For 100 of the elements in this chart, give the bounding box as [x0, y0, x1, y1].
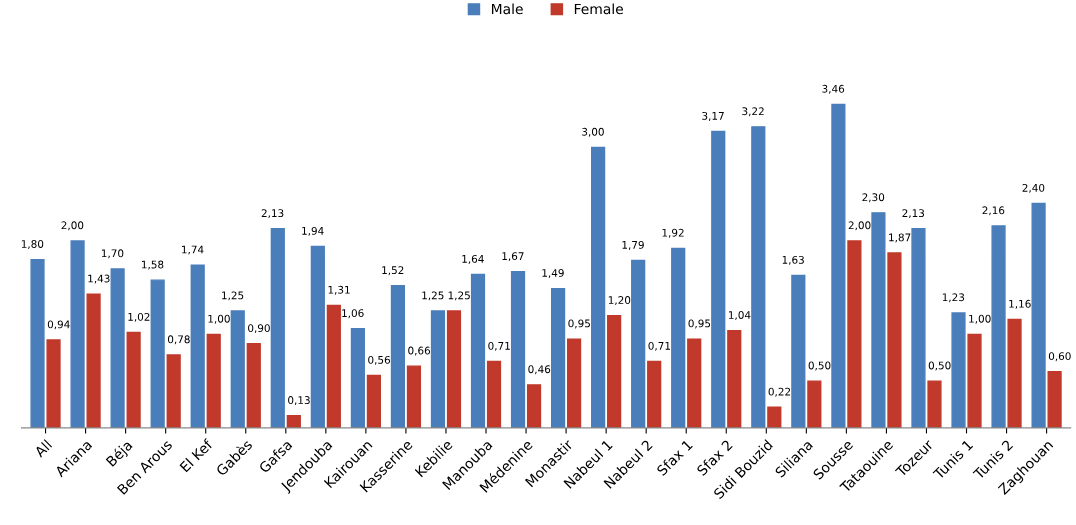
bar	[631, 259, 646, 428]
bar	[847, 240, 862, 428]
bar	[86, 293, 101, 428]
bar	[166, 354, 181, 428]
bar	[430, 310, 446, 428]
data-label: 0,13	[288, 396, 310, 406]
data-label: 2,30	[862, 193, 885, 203]
data-label: 0,60	[1048, 352, 1071, 362]
bar	[206, 333, 221, 428]
bar	[190, 264, 205, 428]
data-label: 0,46	[528, 365, 551, 375]
bar	[1007, 318, 1022, 428]
data-label: 1,25	[222, 291, 244, 301]
data-label: 2,40	[1022, 183, 1045, 193]
bar	[791, 274, 806, 428]
data-label: 1,79	[622, 240, 644, 250]
bar	[687, 338, 702, 428]
bar	[767, 406, 782, 428]
bar	[326, 304, 341, 428]
bar	[510, 271, 526, 428]
bar	[671, 247, 686, 428]
bar	[951, 312, 966, 428]
data-label: 3,46	[822, 84, 845, 94]
bar	[126, 331, 141, 428]
bar	[310, 245, 325, 428]
bar	[831, 103, 846, 428]
bar	[246, 343, 261, 428]
data-label: 0,22	[768, 387, 791, 397]
bar	[446, 310, 462, 428]
bar	[286, 415, 301, 428]
data-label: 1,43	[88, 274, 110, 284]
data-label: 1,20	[608, 296, 631, 306]
data-label: 1,70	[101, 249, 124, 259]
data-label: 0,66	[408, 346, 431, 356]
data-label: 1,80	[21, 240, 44, 249]
bar	[591, 146, 606, 428]
data-label: 0,71	[488, 341, 510, 351]
bar	[991, 225, 1006, 428]
data-label: 2,00	[61, 221, 84, 231]
bar	[550, 287, 566, 428]
data-label: 0,95	[688, 319, 711, 329]
data-label: 0,78	[167, 335, 190, 345]
data-label: 1,16	[1009, 299, 1031, 309]
bar	[110, 268, 125, 428]
data-label: 2,13	[902, 209, 925, 219]
bar	[30, 258, 45, 428]
legend-label: Male	[491, 3, 523, 15]
x-tick-label: El Kef	[179, 438, 214, 473]
data-label: 1,00	[969, 314, 991, 324]
data-label: 1,94	[302, 226, 324, 236]
data-label: 1,49	[542, 268, 564, 278]
bar	[871, 212, 886, 428]
bar	[46, 339, 61, 428]
bar	[911, 228, 926, 428]
data-label: 2,13	[261, 209, 284, 219]
bar	[486, 360, 502, 428]
bar	[350, 328, 365, 428]
x-tick-label: All	[33, 439, 53, 458]
data-label: 0,90	[248, 324, 270, 334]
legend-label: Female	[574, 3, 623, 15]
bar	[230, 310, 245, 428]
data-label: 3,17	[702, 111, 724, 121]
data-label: 1,02	[128, 312, 150, 322]
bar	[406, 365, 422, 428]
data-label: 3,22	[742, 107, 764, 117]
data-label: 0,56	[368, 355, 391, 365]
data-label: 2,00	[848, 221, 871, 231]
data-label: 0,95	[568, 319, 590, 329]
data-label: 1,06	[342, 309, 364, 319]
data-label: 1,74	[182, 245, 204, 255]
bar	[807, 380, 822, 428]
bar	[967, 333, 982, 428]
data-label: 1,67	[502, 252, 524, 262]
data-label: 0,50	[928, 361, 951, 371]
bar	[470, 273, 486, 428]
data-label: 1,00	[208, 314, 230, 324]
data-label: 1,25	[448, 291, 470, 301]
data-label: 0,50	[808, 361, 831, 371]
bar	[927, 380, 942, 428]
bar	[607, 315, 622, 428]
bar	[751, 126, 766, 428]
bar	[366, 374, 381, 428]
data-label: 1,23	[942, 293, 965, 303]
data-label: 3,00	[582, 127, 604, 137]
data-label: 1,58	[142, 260, 164, 270]
data-label: 2,16	[982, 206, 1005, 216]
data-label: 1,87	[889, 233, 911, 243]
bar	[711, 130, 726, 428]
data-label: 1,04	[729, 311, 751, 320]
bar	[566, 338, 582, 428]
data-label: 0,94	[47, 320, 70, 330]
bar	[1047, 371, 1062, 428]
bar	[70, 240, 85, 428]
data-label: 1,52	[382, 266, 404, 276]
bar	[727, 329, 742, 428]
data-label: 1,64	[462, 254, 484, 264]
bar	[390, 285, 406, 428]
bar	[1031, 202, 1046, 428]
data-label: 0,71	[648, 341, 671, 351]
data-label: 1,92	[662, 228, 684, 238]
